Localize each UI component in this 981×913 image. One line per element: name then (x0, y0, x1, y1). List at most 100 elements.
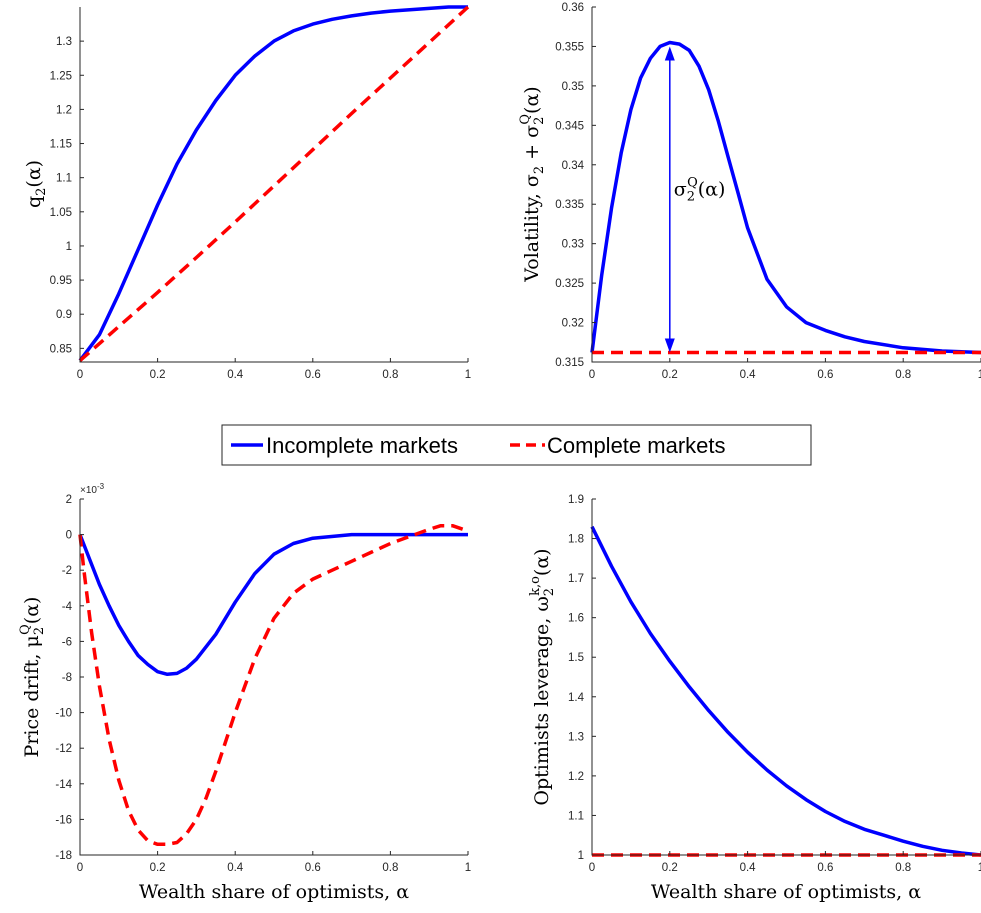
y-tick-label: 1.05 (50, 207, 72, 219)
x-axis-label: Wealth share of optimists, α (139, 881, 409, 903)
x-tick-label: 0.2 (662, 862, 678, 874)
x-tick-label: 0 (589, 369, 595, 381)
y-tick-label: 0.9 (56, 309, 72, 321)
y-tick-label: -4 (62, 601, 73, 613)
x-ticks: 0 0.2 0.4 0.6 0.8 1 (77, 358, 471, 381)
y-tick-label: -10 (55, 708, 72, 720)
marks (78, 523, 469, 847)
y-axis-label: Price drift, μ2Q(α) (18, 597, 47, 758)
y-tick-label: 1.25 (50, 70, 72, 82)
plot-area (592, 499, 981, 855)
marks (78, 5, 470, 362)
y-tick-label: -8 (62, 672, 72, 684)
y-tick-label: 1 (66, 241, 72, 253)
annotation-arrow-head-down (664, 338, 675, 353)
plot-area (80, 499, 468, 855)
y-tick-label: 1.8 (568, 534, 584, 546)
y-tick-label: -2 (62, 565, 72, 577)
chart-q2: 0 0.2 0.4 0.6 0.8 1 0.85 0.9 0.95 1 1.05 1.1 1.15 1.… (23, 5, 471, 381)
x-tick-label: 1 (465, 862, 471, 874)
y-tick-label: 0.34 (562, 160, 585, 172)
y-ticks: -18 -16 -14 -12 -10 -8 -6 -4 -2 0 2 (55, 494, 84, 862)
chart-price-drift: 0 0.2 0.4 0.6 0.8 1 -18 -16 -14 -12 -10 -8 -6 -4 -2 0 2… (18, 482, 471, 903)
series-line-incomplete (78, 5, 468, 362)
y-tick-label: 0.315 (555, 357, 584, 369)
y-tick-label: 1.15 (50, 139, 72, 151)
y-tick-label: -18 (55, 850, 72, 862)
sigma-q-annotation: σ2Q(α) (664, 46, 726, 353)
y-tick-label: 0.335 (555, 199, 584, 211)
y-tick-label: 2 (66, 494, 72, 506)
annotation-arrow-head-up (664, 46, 675, 61)
y-tick-label: 0.95 (50, 275, 72, 287)
y-axis-label: q2(α) (23, 160, 49, 208)
x-ticks: 0 0.2 0.4 0.6 0.8 1 (77, 851, 471, 874)
series-line-incomplete (78, 532, 468, 677)
annotation-label: σ2Q(α) (674, 175, 726, 204)
chart-leverage: 0 0.2 0.4 0.6 0.8 1 1 1.1 1.2 1.3 1.4 1.5 1.6 1.7 1.8… (528, 494, 981, 903)
x-tick-label: 0 (589, 862, 595, 874)
plot-area (592, 7, 981, 362)
y-tick-label: 1.7 (568, 573, 584, 585)
x-tick-label: 0 (77, 369, 83, 381)
y-tick-label: 1.4 (568, 692, 585, 704)
y-tick-label: 1.3 (568, 731, 584, 743)
y-tick-label: 0.33 (562, 239, 584, 251)
y-tick-label: -12 (55, 743, 72, 755)
y-tick-label: 0.32 (562, 318, 584, 330)
x-tick-label: 0.8 (895, 369, 911, 381)
marks (590, 40, 981, 355)
x-tick-label: 0.8 (895, 862, 911, 874)
y-tick-label: -14 (55, 779, 72, 791)
y-tick-label: 1.1 (56, 173, 72, 185)
x-tick-label: 0.2 (150, 369, 166, 381)
x-tick-label: 0.6 (305, 862, 321, 874)
y-ticks: 1 1.1 1.2 1.3 1.4 1.5 1.6 1.7 1.8 1.9 (568, 494, 596, 862)
y-tick-label: -6 (62, 636, 72, 648)
x-tick-label: 0.6 (817, 369, 833, 381)
x-tick-label: 1 (978, 862, 981, 874)
y-tick-label: 0 (66, 530, 72, 542)
chart-volatility: 00.20.40.60.81 0.3150.320.3250.330.3350.… (518, 2, 981, 381)
y-tick-label: 1.3 (56, 36, 72, 48)
y-tick-label: 1 (578, 850, 584, 862)
x-ticks: 0 0.2 0.4 0.6 0.8 1 (589, 358, 981, 381)
x-tick-label: 0.4 (740, 369, 757, 381)
x-tick-label: 0.2 (150, 862, 166, 874)
x-tick-label: 1 (465, 369, 471, 381)
x-tick-label: 0.4 (740, 862, 757, 874)
scale-exponent: ×10-3 (80, 482, 105, 496)
y-axis-label: Volatility, σ2 + σ2Q(α) (518, 86, 547, 282)
y-tick-label: 1.6 (568, 613, 584, 625)
series-line-incomplete (590, 525, 981, 857)
y-tick-label: 1.2 (56, 104, 72, 116)
y-ticks: 0.85 0.9 0.95 1 1.05 1.1 1.15 1.2 1.25 1.3 (50, 36, 84, 355)
legend-label-complete: Complete markets (547, 433, 726, 458)
y-tick-label: 1.9 (568, 494, 584, 506)
y-ticks: 0.315 0.32 0.325 0.33 0.335 0.34 0.345 0.35 0.35… (555, 2, 596, 369)
y-tick-label: 0.355 (555, 41, 584, 53)
y-tick-label: 0.35 (562, 81, 584, 93)
y-tick-label: 0.325 (555, 278, 584, 290)
x-ticks: 0 0.2 0.4 0.6 0.8 1 (589, 851, 981, 874)
x-axis-label: Wealth share of optimists, α (651, 881, 921, 903)
series-line-complete (78, 5, 470, 362)
y-tick-label: 0.36 (562, 2, 584, 14)
x-tick-label: 0 (77, 862, 83, 874)
y-tick-label: 1.1 (568, 810, 584, 822)
x-tick-label: 0.4 (227, 862, 244, 874)
x-tick-label: 0.6 (305, 369, 321, 381)
legend-label-incomplete: Incomplete markets (266, 433, 458, 458)
y-tick-label: 1.5 (568, 652, 584, 664)
legend: Incomplete markets Complete markets (221, 424, 812, 466)
x-tick-label: 0.6 (817, 862, 833, 874)
y-tick-label: -16 (55, 814, 72, 826)
series-line-incomplete (590, 40, 981, 355)
x-tick-label: 0.4 (227, 369, 244, 381)
x-tick-label: 1 (978, 369, 981, 381)
x-tick-label: 0.8 (382, 862, 398, 874)
y-tick-label: 0.345 (555, 120, 584, 132)
x-tick-label: 0.8 (382, 369, 398, 381)
y-tick-label: 1.2 (568, 771, 584, 783)
